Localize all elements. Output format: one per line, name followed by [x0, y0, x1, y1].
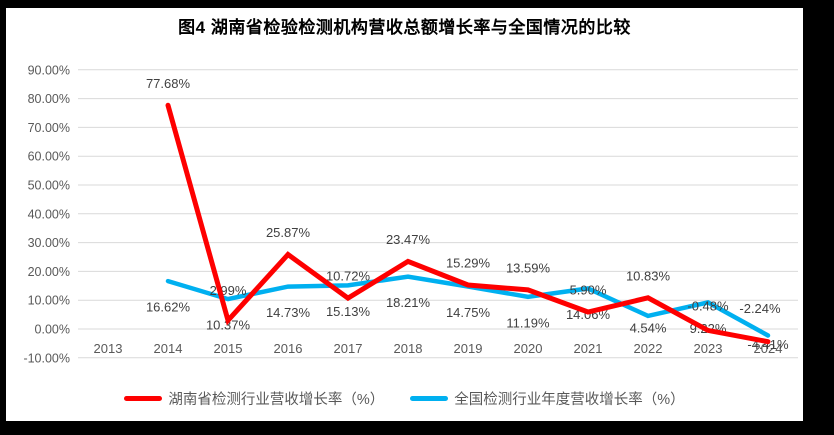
y-tick-label: 30.00% [28, 236, 70, 250]
data-label-hunan-2022: 10.83% [626, 268, 671, 283]
data-label-national-2024: -2.24% [739, 301, 781, 316]
y-tick-label: 0.00% [35, 323, 70, 337]
x-tick-label: 2023 [694, 341, 723, 356]
legend-item-hunan: 湖南省检测行业营收增长率（%） [124, 388, 384, 409]
y-tick-label: 60.00% [28, 150, 70, 164]
plot-area: 90.00% 80.00% 70.00% 60.00% 50.00% 40.00% 30.0… [23, 63, 798, 365]
y-tick-label: 40.00% [28, 207, 70, 221]
x-tick-label: 2020 [514, 341, 543, 356]
data-label-national-2018: 18.21% [386, 295, 431, 310]
data-label-national-2020: 11.19% [506, 315, 550, 330]
x-tick-label: 2014 [154, 341, 183, 356]
y-tick-label: 10.00% [28, 294, 70, 308]
data-label-national-2017: 15.13% [326, 304, 371, 319]
x-tick-label: 2015 [214, 341, 243, 356]
x-tick-label: 2019 [454, 341, 483, 356]
x-tick-label: 2013 [94, 341, 123, 356]
data-label-hunan-2015: 2.99% [210, 283, 247, 298]
x-tick-label: 2022 [634, 341, 663, 356]
chart-frame: 图4 湖南省检验检测机构营收总额增长率与全国情况的比较 90.00% 80.00%… [6, 8, 803, 421]
y-tick-label: 70.00% [28, 121, 70, 135]
data-label-national-2016: 14.73% [266, 305, 311, 320]
data-label-national-2022: 4.54% [630, 320, 667, 335]
data-label-hunan-2023: -0.48% [687, 298, 729, 313]
x-tick-label: 2021 [574, 341, 603, 356]
x-tick-label: 2024 [754, 341, 783, 356]
data-label-hunan-2020: 13.59% [506, 260, 551, 275]
legend: 湖南省检测行业营收增长率（%） 全国检测行业年度营收增长率（%） [6, 385, 803, 411]
data-label-hunan-2017: 10.72% [326, 269, 371, 284]
data-label-hunan-2019: 15.29% [446, 256, 491, 271]
chart-title: 图4 湖南省检验检测机构营收总额增长率与全国情况的比较 [178, 18, 631, 37]
legend-item-national: 全国检测行业年度营收增长率（%） [410, 388, 685, 409]
legend-swatch-hunan [124, 395, 163, 401]
data-label-hunan-2021: 5.90% [570, 283, 607, 298]
y-tick-label: 50.00% [28, 179, 70, 193]
y-tick-label: -10.00% [23, 351, 70, 365]
data-label-hunan-2018: 23.47% [386, 232, 431, 247]
legend-label-hunan: 湖南省检测行业营收增长率（%） [168, 391, 385, 408]
data-label-hunan-2016: 25.87% [266, 225, 311, 240]
data-label-hunan-2014: 77.68% [146, 76, 191, 91]
data-label-national-2014: 16.62% [146, 300, 191, 315]
x-tick-label: 2017 [334, 341, 363, 356]
y-tick-label: 80.00% [28, 92, 70, 106]
y-tick-label: 90.00% [28, 63, 70, 77]
x-tick-label: 2016 [274, 341, 303, 356]
data-label-national-2019: 14.75% [446, 305, 491, 320]
legend-label-national: 全国检测行业年度营收增长率（%） [454, 391, 685, 408]
x-tick-label: 2018 [394, 341, 423, 356]
y-tick-label: 20.00% [28, 265, 70, 279]
series-line-hunan [165, 102, 771, 345]
legend-swatch-national [410, 395, 449, 401]
data-label-national-2015: 10.37% [206, 318, 251, 333]
